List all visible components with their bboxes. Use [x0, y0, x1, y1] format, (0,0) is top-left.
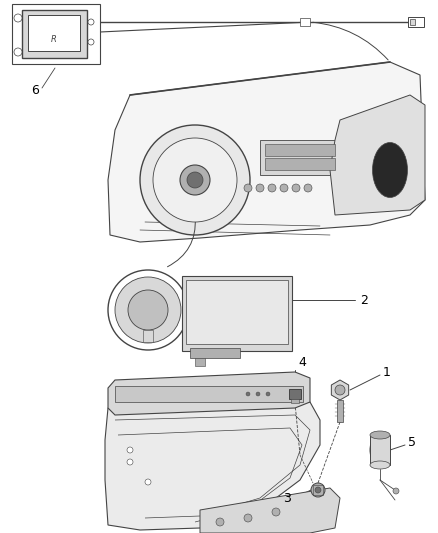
Bar — [22, 10, 87, 58]
Text: 2: 2 — [360, 294, 368, 306]
Circle shape — [246, 392, 250, 396]
Bar — [408, 17, 424, 27]
Bar — [265, 144, 335, 156]
Circle shape — [128, 290, 168, 330]
Bar — [195, 358, 205, 366]
Circle shape — [292, 184, 300, 192]
Circle shape — [88, 39, 94, 45]
Polygon shape — [105, 402, 320, 530]
Circle shape — [108, 270, 188, 350]
Bar — [143, 330, 153, 342]
Ellipse shape — [372, 142, 407, 198]
Bar — [410, 19, 415, 25]
Bar — [182, 276, 292, 351]
Bar — [12, 4, 100, 64]
Polygon shape — [108, 372, 310, 415]
Bar — [186, 280, 288, 344]
Polygon shape — [200, 488, 340, 533]
Circle shape — [180, 165, 210, 195]
Ellipse shape — [370, 435, 390, 465]
Circle shape — [315, 487, 321, 493]
Polygon shape — [331, 380, 349, 400]
Bar — [115, 386, 303, 402]
Circle shape — [256, 392, 260, 396]
Circle shape — [268, 184, 276, 192]
Circle shape — [335, 385, 345, 395]
Bar — [289, 389, 301, 399]
Circle shape — [145, 479, 151, 485]
Circle shape — [140, 125, 250, 235]
Bar — [313, 485, 323, 495]
Circle shape — [14, 14, 22, 22]
Text: 6: 6 — [31, 84, 39, 96]
Bar — [370, 435, 390, 465]
Text: R: R — [51, 36, 57, 44]
Polygon shape — [108, 62, 425, 242]
Bar — [291, 399, 299, 403]
Circle shape — [14, 48, 22, 56]
Circle shape — [88, 19, 94, 25]
Circle shape — [272, 508, 280, 516]
Bar — [190, 348, 240, 358]
Circle shape — [115, 277, 181, 343]
Circle shape — [216, 518, 224, 526]
Circle shape — [266, 392, 270, 396]
Bar — [337, 400, 343, 422]
Bar — [260, 140, 340, 175]
Circle shape — [393, 488, 399, 494]
Bar — [300, 18, 310, 26]
Text: 5: 5 — [408, 437, 416, 449]
Text: 3: 3 — [283, 491, 291, 505]
Circle shape — [244, 184, 252, 192]
Circle shape — [256, 184, 264, 192]
Text: 1: 1 — [383, 366, 391, 378]
Circle shape — [311, 483, 325, 497]
Ellipse shape — [370, 461, 390, 469]
Circle shape — [280, 184, 288, 192]
Text: 4: 4 — [298, 357, 306, 369]
Circle shape — [187, 172, 203, 188]
Circle shape — [153, 138, 237, 222]
Bar — [28, 15, 80, 51]
Circle shape — [127, 447, 133, 453]
Circle shape — [127, 459, 133, 465]
Polygon shape — [330, 95, 425, 215]
Ellipse shape — [370, 431, 390, 439]
Circle shape — [304, 184, 312, 192]
Circle shape — [244, 514, 252, 522]
Bar — [265, 158, 335, 170]
